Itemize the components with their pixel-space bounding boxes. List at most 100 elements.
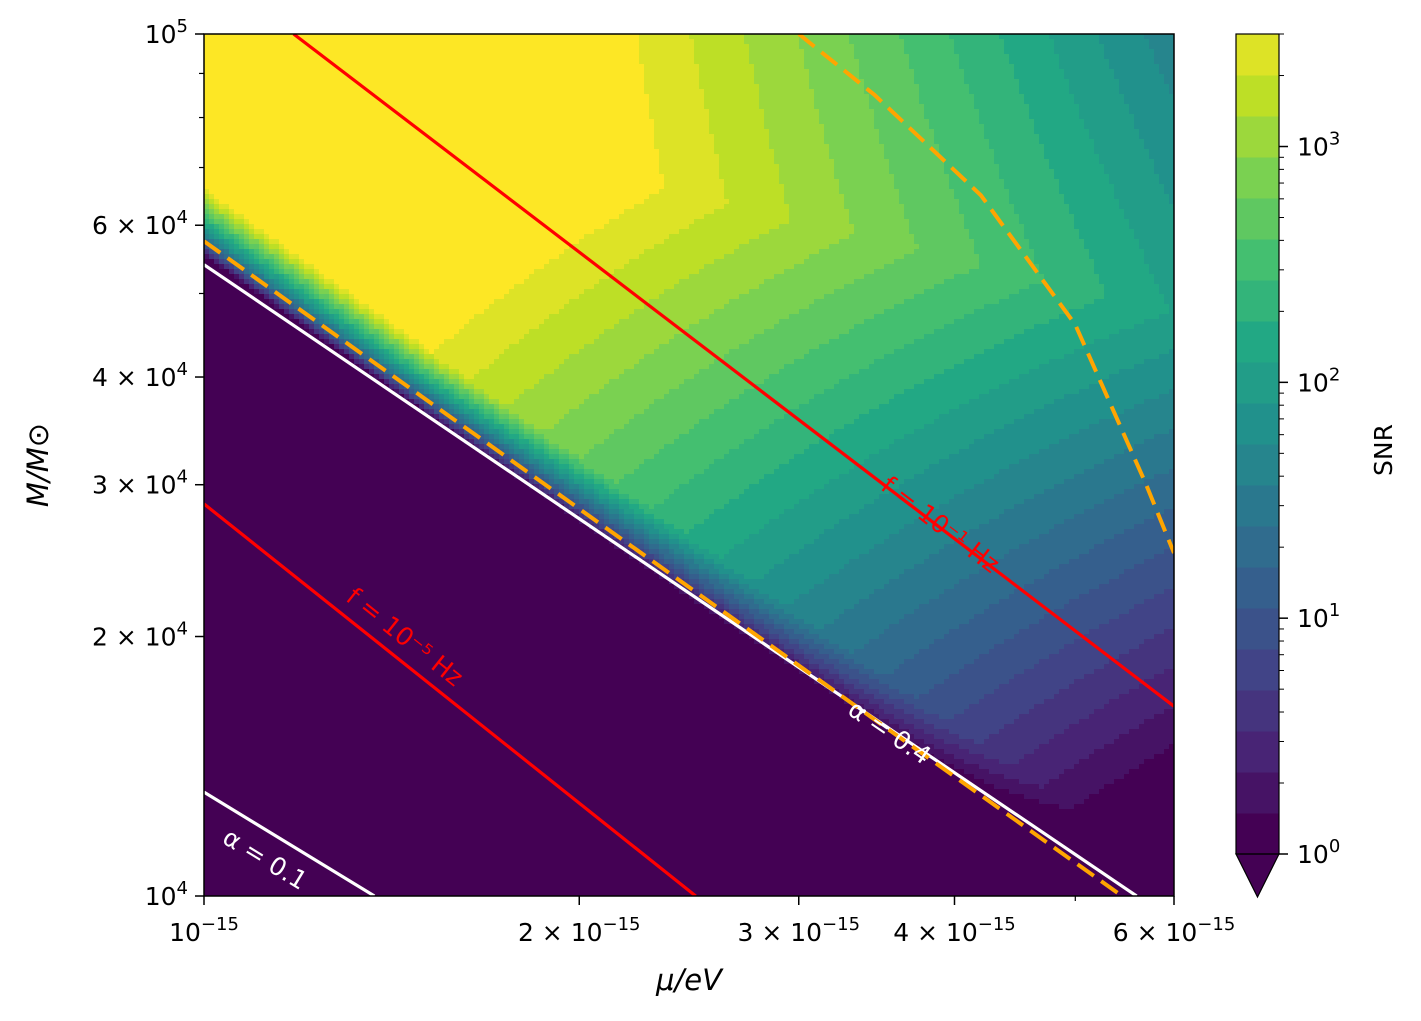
heatmap-cell xyxy=(259,39,265,45)
heatmap-cell xyxy=(909,134,915,140)
heatmap-cell xyxy=(204,104,210,110)
heatmap-cell xyxy=(1009,64,1015,70)
heatmap-cell xyxy=(984,69,990,75)
heatmap-cell xyxy=(1124,79,1130,85)
heatmap-cell xyxy=(1094,94,1100,100)
heatmap-cell xyxy=(449,59,455,65)
heatmap-cell xyxy=(399,99,405,105)
heatmap-cell xyxy=(1114,109,1120,115)
heatmap-cell xyxy=(799,114,805,120)
heatmap-cell xyxy=(294,109,300,115)
heatmap-cell xyxy=(739,79,745,85)
heatmap-cell xyxy=(324,69,330,75)
heatmap-cell xyxy=(454,79,460,85)
heatmap-cell xyxy=(379,104,385,110)
heatmap-cell xyxy=(354,94,360,100)
heatmap-cell xyxy=(1049,74,1055,80)
heatmap-cell xyxy=(294,124,300,130)
heatmap-cell xyxy=(489,114,495,120)
heatmap-cell xyxy=(504,149,510,155)
heatmap-cell xyxy=(514,149,520,155)
heatmap-cell xyxy=(989,69,995,75)
heatmap-cell xyxy=(424,129,430,135)
heatmap-cell xyxy=(429,129,435,135)
heatmap-cell xyxy=(1049,84,1055,90)
heatmap-cell xyxy=(1129,144,1135,150)
heatmap-cell xyxy=(839,154,845,160)
heatmap-cell xyxy=(389,39,395,45)
heatmap-cell xyxy=(1114,79,1120,85)
heatmap-cell xyxy=(884,104,890,110)
heatmap-cell xyxy=(224,49,230,55)
heatmap-cell xyxy=(794,89,800,95)
heatmap-cell xyxy=(474,74,480,80)
heatmap-cell xyxy=(449,44,455,50)
heatmap-cell xyxy=(879,59,885,65)
heatmap-cell xyxy=(674,34,680,40)
heatmap-cell xyxy=(289,64,295,70)
heatmap-cell xyxy=(584,74,590,80)
heatmap-cell xyxy=(1019,114,1025,120)
heatmap-cell xyxy=(634,74,640,80)
heatmap-cell xyxy=(294,134,300,140)
heatmap-cell xyxy=(859,159,865,165)
heatmap-cell xyxy=(629,49,635,55)
heatmap-cell xyxy=(744,94,750,100)
heatmap-cell xyxy=(384,129,390,135)
heatmap-cell xyxy=(609,54,615,60)
heatmap-cell xyxy=(819,64,825,70)
heatmap-cell xyxy=(1124,139,1130,145)
heatmap-cell xyxy=(794,84,800,90)
heatmap-cell xyxy=(974,49,980,55)
heatmap-cell xyxy=(1064,139,1070,145)
heatmap-cell xyxy=(1044,99,1050,105)
heatmap-cell xyxy=(504,124,510,130)
heatmap-cell xyxy=(734,39,740,45)
heatmap-cell xyxy=(739,44,745,50)
heatmap-cell xyxy=(949,99,955,105)
heatmap-cell xyxy=(944,144,950,150)
heatmap-cell xyxy=(844,124,850,130)
heatmap-cell xyxy=(869,129,875,135)
heatmap-cell xyxy=(589,94,595,100)
heatmap-cell xyxy=(544,134,550,140)
heatmap-cell xyxy=(464,99,470,105)
heatmap-cell xyxy=(1074,104,1080,110)
heatmap-cell xyxy=(229,59,235,65)
heatmap-cell xyxy=(509,119,515,125)
heatmap-cell xyxy=(529,79,535,85)
heatmap-cell xyxy=(324,124,330,130)
heatmap-cell xyxy=(1154,44,1160,50)
heatmap-cell xyxy=(689,59,695,65)
heatmap-cell xyxy=(339,134,345,140)
heatmap-cell xyxy=(1129,39,1135,45)
heatmap-cell xyxy=(1024,144,1030,150)
heatmap-cell xyxy=(644,109,650,115)
heatmap-cell xyxy=(889,129,895,135)
heatmap-cell xyxy=(1139,89,1145,95)
heatmap-cell xyxy=(699,154,705,160)
heatmap-cell xyxy=(284,104,290,110)
heatmap-cell xyxy=(934,69,940,75)
heatmap-cell xyxy=(929,149,935,155)
heatmap-cell xyxy=(1109,134,1115,140)
heatmap-cell xyxy=(979,134,985,140)
heatmap-cell xyxy=(494,44,500,50)
heatmap-cell xyxy=(219,89,225,95)
heatmap-cell xyxy=(359,114,365,120)
heatmap-cell xyxy=(1034,79,1040,85)
heatmap-cell xyxy=(589,159,595,165)
heatmap-cell xyxy=(1004,74,1010,80)
heatmap-cell xyxy=(709,134,715,140)
heatmap-cell xyxy=(399,74,405,80)
heatmap-cell xyxy=(344,109,350,115)
heatmap-cell xyxy=(259,134,265,140)
heatmap-cell xyxy=(279,144,285,150)
heatmap-cell xyxy=(1114,134,1120,140)
heatmap-cell xyxy=(309,104,315,110)
heatmap-cell xyxy=(739,129,745,135)
heatmap-cell xyxy=(564,114,570,120)
heatmap-cell xyxy=(324,94,330,100)
heatmap-cell xyxy=(1069,89,1075,95)
heatmap-cell xyxy=(1109,49,1115,55)
